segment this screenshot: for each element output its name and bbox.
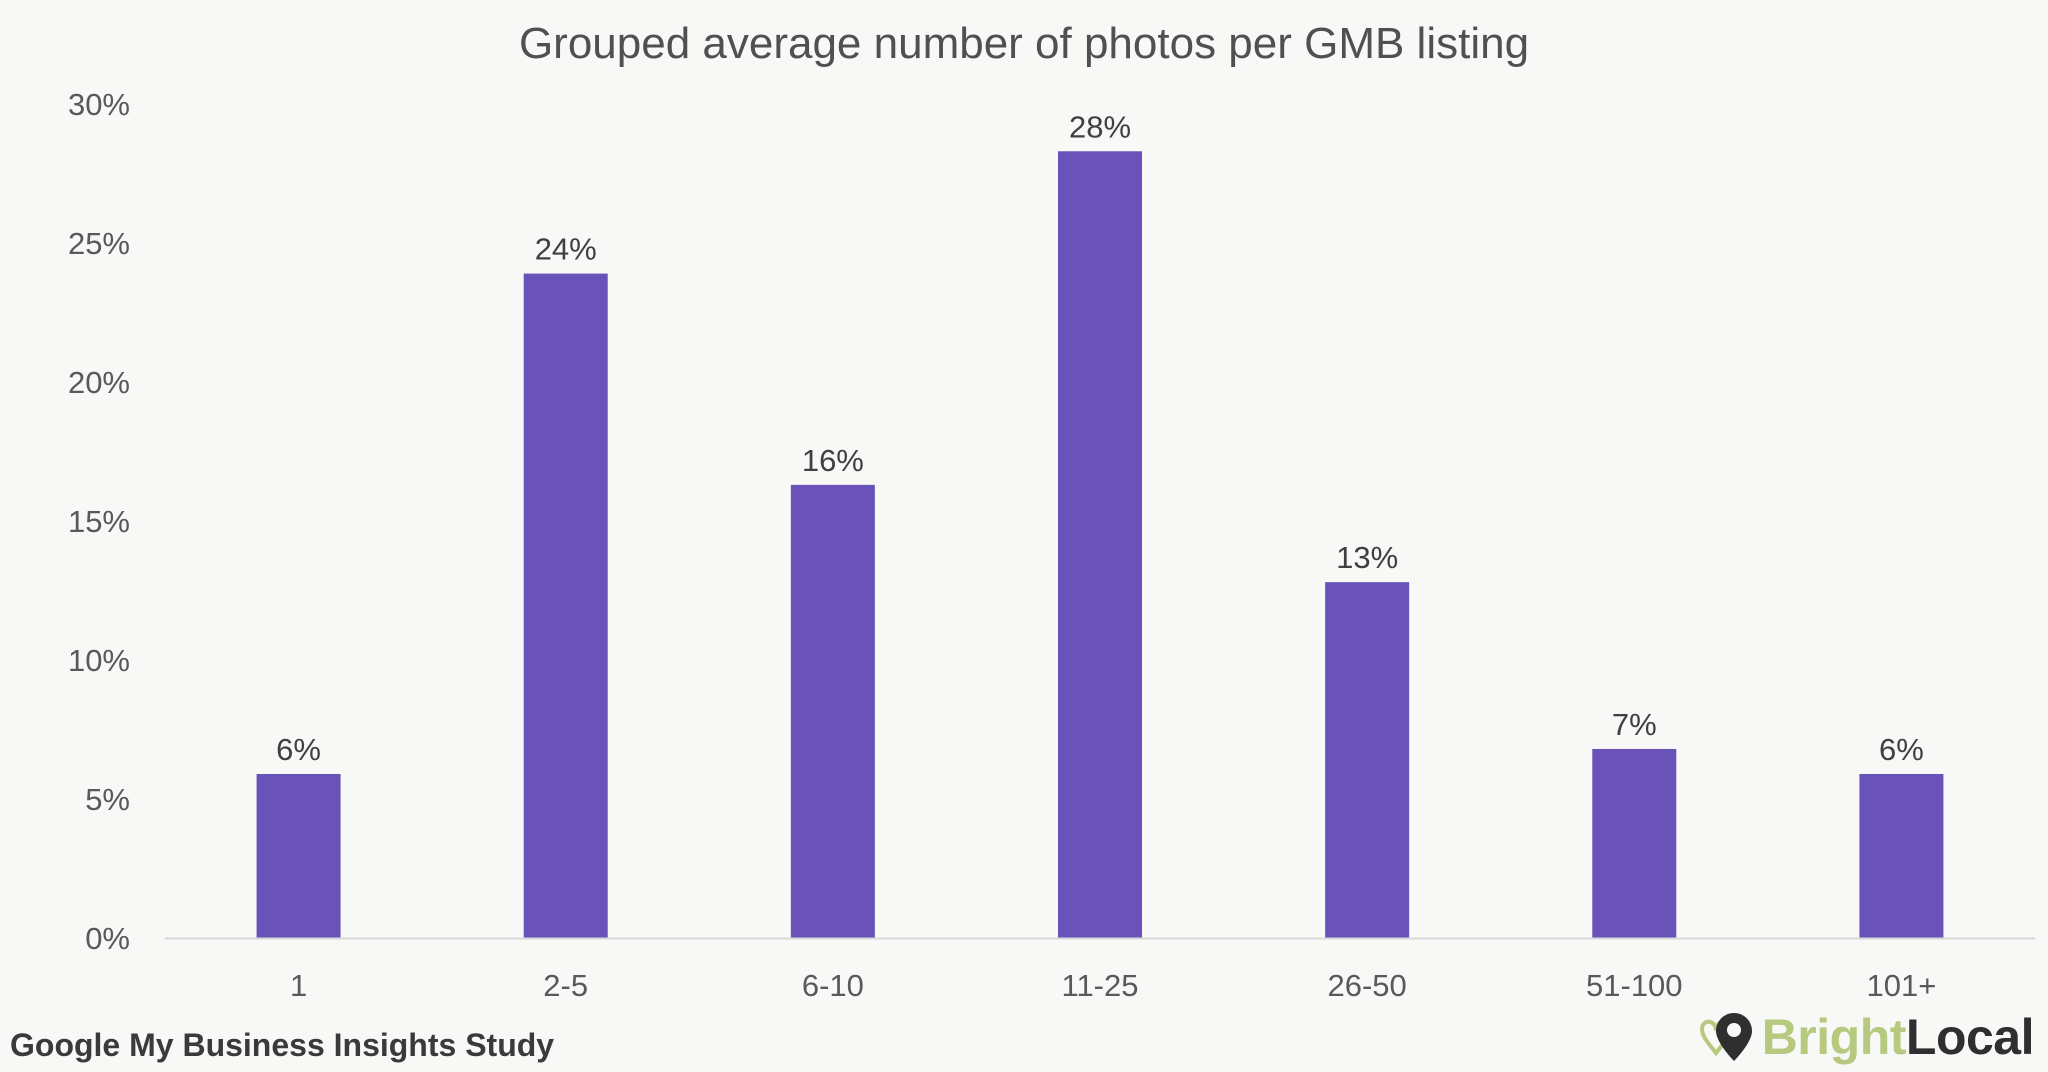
x-tick-label: 11-25 [1062, 968, 1139, 1003]
y-axis: 0% 5% 10% 15% 20% 25% 30% [68, 87, 130, 956]
bar [1058, 151, 1142, 938]
x-axis: 1 2-5 6-10 11-25 26-50 51-100 101+ [165, 937, 2035, 1003]
bar-data-label: 13% [1336, 540, 1398, 575]
y-tick-label: 20% [68, 365, 130, 400]
y-tick-label: 10% [68, 643, 130, 678]
bar [790, 484, 875, 938]
bar [523, 273, 608, 939]
y-tick-label: 0% [85, 921, 130, 956]
bar-data-label: 6% [276, 732, 321, 767]
brand-name-bright: Bright [1761, 1009, 1907, 1065]
x-tick-label: 2-5 [543, 968, 588, 1003]
bar-data-label: 28% [1069, 109, 1131, 144]
y-tick-label: 5% [85, 782, 130, 817]
chart-title: Grouped average number of photos per GMB… [519, 19, 1529, 68]
bar-data-label: 7% [1612, 707, 1657, 742]
bar [1325, 582, 1410, 938]
study-footer: Google My Business Insights Study [10, 1027, 555, 1063]
x-tick-label: 6-10 [802, 968, 864, 1003]
y-tick-label: 30% [68, 87, 130, 122]
x-tick-label: 26-50 [1327, 968, 1406, 1003]
bar [1859, 773, 1944, 938]
bars: 6% 24% 16% 28% 13% 7% 6% [256, 109, 1944, 939]
bar [256, 773, 341, 938]
bar-data-label: 24% [535, 232, 597, 267]
map-pin-heart-icon [1699, 1013, 1752, 1061]
bar-data-label: 6% [1879, 732, 1924, 767]
y-tick-label: 15% [68, 504, 130, 539]
bar [1592, 748, 1677, 938]
y-tick-label: 25% [68, 226, 130, 261]
x-tick-label: 1 [290, 968, 307, 1003]
bar-data-label: 16% [802, 443, 864, 478]
x-tick-label: 51-100 [1586, 968, 1683, 1003]
x-tick-label: 101+ [1867, 968, 1937, 1003]
brand-logo: Bright Local [1696, 1008, 2035, 1066]
brand-name-local: Local [1905, 1009, 2035, 1065]
